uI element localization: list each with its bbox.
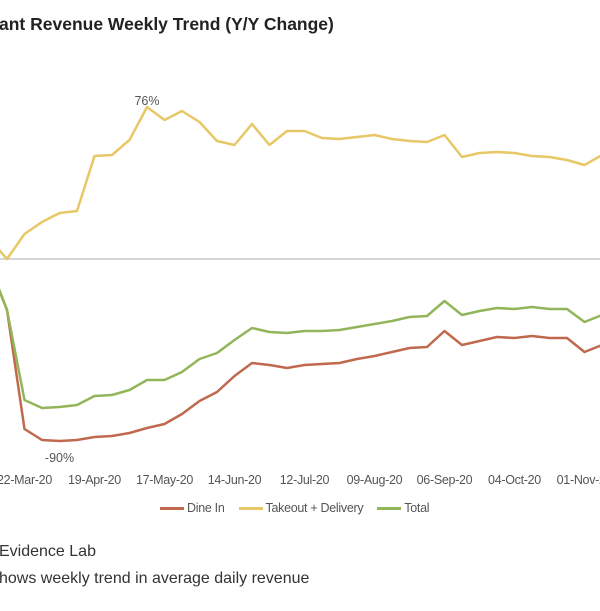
series-line-total: [0, 288, 600, 410]
x-tick-label: 12-Jul-20: [280, 473, 330, 487]
legend: Dine In Takeout + Delivery Total: [160, 501, 430, 515]
legend-label: Takeout + Delivery: [265, 501, 364, 515]
legend-swatch: [238, 506, 263, 510]
x-tick-label: 06-Sep-20: [417, 473, 473, 487]
x-tick-label: 14-Jun-20: [208, 473, 262, 487]
note-text: hows weekly trend in average daily reven…: [0, 570, 310, 587]
x-tick-label: 01-Nov-20: [557, 473, 600, 487]
series-line-takeout-delivery: [0, 105, 600, 261]
x-tick-label: 09-Aug-20: [347, 473, 403, 487]
legend-swatch: [160, 506, 184, 510]
x-tick-label: 22-Mar-20: [0, 473, 52, 487]
data-label: -90%: [45, 451, 74, 465]
x-tick-label: 19-Apr-20: [68, 473, 121, 487]
x-tick-label: 17-May-20: [136, 473, 193, 487]
chart-title: ant Revenue Weekly Trend (Y/Y Change): [0, 14, 334, 34]
legend-item-total: Total: [377, 501, 430, 515]
series-line-dine-in: [0, 288, 600, 443]
legend-item-takeout-delivery: Takeout + Delivery: [238, 501, 364, 515]
line-chart: 22-Mar-20 19-Apr-20 17-May-20 14-Jun-20 12-J…: [0, 94, 600, 487]
x-tick-label: 04-Oct-20: [488, 473, 541, 487]
legend-swatch: [377, 506, 402, 510]
legend-label: Total: [404, 501, 430, 515]
legend-label: Dine In: [187, 501, 225, 515]
data-label: 76%: [134, 94, 159, 108]
source-text: Evidence Lab: [0, 543, 96, 560]
legend-item-dine-in: Dine In: [160, 501, 225, 515]
